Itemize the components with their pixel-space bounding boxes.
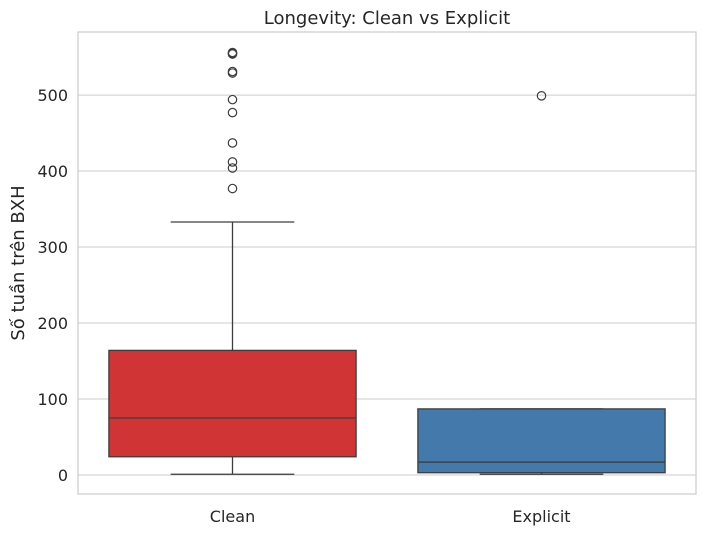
boxes [108,221,666,475]
y-tick-label: 500 [37,86,68,105]
y-tick-label: 100 [37,390,68,409]
outlier-point [227,107,238,118]
iqr-box [417,408,666,474]
outlier-point [227,157,238,167]
y-tick-label: 0 [58,466,68,485]
iqr-box [108,349,357,458]
box-clean [108,221,357,475]
y-tick-label: 400 [37,162,68,181]
outlier-point [227,138,238,148]
outliers [227,47,547,194]
y-tick-labels: 0 100 200 300 400 500 [37,86,68,485]
x-tick-label: Explicit [512,507,570,526]
outlier-point [227,183,238,194]
chart-title: Longevity: Clean vs Explicit [264,8,510,29]
y-tick-label: 300 [37,238,68,257]
x-tick-label: Clean [210,507,255,526]
y-axis-label: Số tuần trên BXH [8,185,29,340]
outlier-point [227,163,238,173]
y-tick-label: 200 [37,314,68,333]
outlier-point [227,66,238,77]
box-explicit [417,408,666,475]
plot-frame [77,31,697,495]
outlier-point [227,94,238,105]
x-tick-labels: Clean Explicit [210,507,571,526]
outlier-point [227,47,238,58]
outlier-point [536,91,547,101]
